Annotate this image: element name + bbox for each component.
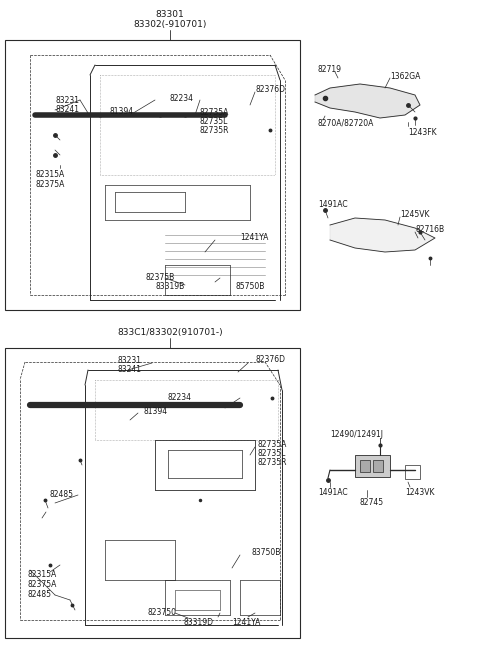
Text: 1241YA: 1241YA <box>240 233 268 242</box>
Bar <box>373 460 383 472</box>
Polygon shape <box>315 84 420 118</box>
Text: 82315A: 82315A <box>35 170 64 179</box>
Text: 83319D: 83319D <box>183 618 213 627</box>
Polygon shape <box>330 218 435 252</box>
Text: 82735L: 82735L <box>200 117 228 126</box>
Text: 82735L: 82735L <box>258 449 287 458</box>
Bar <box>405 465 420 479</box>
Bar <box>5 40 300 310</box>
Text: 83750B: 83750B <box>252 548 281 557</box>
Text: 83231: 83231 <box>118 356 142 365</box>
Text: 1491AC: 1491AC <box>318 488 348 497</box>
Text: 82745: 82745 <box>360 498 384 507</box>
Text: 1245VK: 1245VK <box>400 210 430 219</box>
Text: 1491AC: 1491AC <box>318 200 348 209</box>
Text: 81394: 81394 <box>143 407 167 416</box>
Text: 82375A: 82375A <box>35 180 64 189</box>
Text: 83231: 83231 <box>55 96 79 105</box>
Bar <box>360 460 370 472</box>
Text: 81394: 81394 <box>110 107 134 116</box>
Text: 1362GA: 1362GA <box>390 72 420 81</box>
Text: 83241: 83241 <box>55 105 79 114</box>
Text: 8270A/82720A: 8270A/82720A <box>318 118 374 127</box>
Text: 82375B: 82375B <box>145 273 174 282</box>
Text: 82485: 82485 <box>27 590 51 599</box>
Text: 82716B: 82716B <box>415 225 444 234</box>
Text: 833C1/83302(910701-): 833C1/83302(910701-) <box>117 328 223 337</box>
Text: 82234: 82234 <box>168 393 192 402</box>
Text: 82376D: 82376D <box>255 85 285 94</box>
Bar <box>5 348 300 638</box>
Text: 82735R: 82735R <box>200 126 229 135</box>
Text: 82234: 82234 <box>170 94 194 103</box>
Text: 82485: 82485 <box>50 490 74 499</box>
Text: 82315A: 82315A <box>27 570 56 579</box>
Text: 82735A: 82735A <box>200 108 229 117</box>
Text: 83241: 83241 <box>118 365 142 374</box>
Text: 82375A: 82375A <box>27 580 56 589</box>
Text: 12490/12491J: 12490/12491J <box>330 430 383 439</box>
Bar <box>355 455 390 477</box>
Text: 823750: 823750 <box>148 608 177 617</box>
Text: 83301: 83301 <box>156 10 184 19</box>
Text: 1243FK: 1243FK <box>408 128 437 137</box>
Text: 82735A: 82735A <box>258 440 288 449</box>
Text: 82735R: 82735R <box>258 458 288 467</box>
Text: 82719: 82719 <box>318 65 342 74</box>
Text: 1243VK: 1243VK <box>405 488 434 497</box>
Text: 83302(-910701): 83302(-910701) <box>133 20 207 29</box>
Text: 82376D: 82376D <box>255 355 285 364</box>
Text: 1241YA: 1241YA <box>232 618 260 627</box>
Text: 83319B: 83319B <box>155 282 184 291</box>
Text: 85750B: 85750B <box>235 282 264 291</box>
